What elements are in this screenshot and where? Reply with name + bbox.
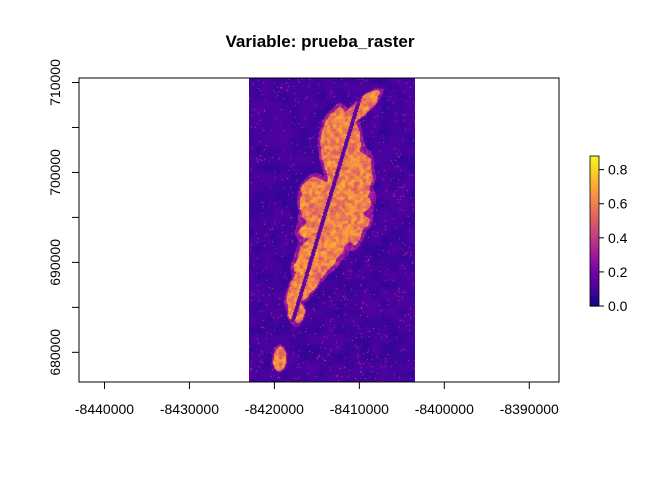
legend-color-step — [590, 161, 599, 165]
legend-color-step — [590, 181, 599, 185]
chart-title: Variable: prueba_raster — [226, 32, 415, 51]
legend-tick-label: 0.8 — [608, 162, 628, 178]
color-legend: 0.0 0.2 0.4 0.6 0.8 — [589, 155, 628, 314]
legend-color-step — [590, 226, 599, 230]
legend-color-step — [590, 271, 599, 275]
legend-color-step — [590, 228, 599, 232]
x-tick-label: -8430000 — [160, 401, 219, 417]
legend-tick-label: 0.2 — [608, 264, 628, 280]
legend-color-step — [590, 183, 599, 187]
legend-color-step — [590, 288, 599, 292]
legend-color-step — [590, 243, 599, 247]
y-tick-label: 700000 — [47, 149, 63, 196]
legend-color-step — [590, 296, 599, 300]
legend-color-step — [590, 251, 599, 255]
legend-color-step — [590, 273, 599, 277]
legend-color-step — [590, 158, 599, 162]
raster-cells — [249, 78, 415, 382]
legend-color-step — [590, 231, 599, 235]
legend-color-step — [590, 218, 599, 222]
legend-color-step — [590, 248, 599, 252]
legend-color-step — [590, 301, 599, 305]
legend-color-step — [590, 263, 599, 267]
legend-color-step — [590, 166, 599, 170]
x-tick-label: -8440000 — [75, 401, 134, 417]
legend-color-step — [590, 256, 599, 260]
x-tick-label: -8400000 — [415, 401, 474, 417]
legend-color-step — [590, 221, 599, 225]
legend-color-step — [590, 156, 599, 160]
legend-color-step — [590, 266, 599, 270]
legend-color-step — [590, 303, 599, 307]
legend-color-step — [590, 278, 599, 282]
legend-color-step — [590, 196, 599, 200]
legend-color-step — [590, 223, 599, 227]
legend-color-step — [590, 198, 599, 202]
y-tick-label: 710000 — [47, 59, 63, 106]
legend-color-step — [590, 163, 599, 167]
y-tick-label: 680000 — [47, 329, 63, 376]
legend-color-step — [590, 286, 599, 290]
legend-color-step — [590, 186, 599, 190]
x-axis: -8440000 -8430000 -8420000 -8410000 -8400000… — [75, 381, 559, 417]
legend-color-step — [590, 171, 599, 175]
x-tick-label: -8390000 — [500, 401, 559, 417]
legend-color-step — [590, 276, 599, 280]
legend-color-step — [590, 168, 599, 172]
legend-color-step — [590, 208, 599, 212]
legend-color-step — [590, 258, 599, 262]
legend-color-step — [590, 173, 599, 177]
legend-color-step — [590, 176, 599, 180]
legend-color-step — [590, 281, 599, 285]
legend-color-step — [590, 203, 599, 207]
legend-color-step — [590, 216, 599, 220]
legend-color-step — [590, 193, 599, 197]
legend-tick-label: 0.0 — [608, 298, 628, 314]
legend-color-step — [590, 211, 599, 215]
legend-color-step — [590, 298, 599, 302]
legend-color-step — [590, 178, 599, 182]
legend-color-step — [590, 238, 599, 242]
legend-color-step — [590, 191, 599, 195]
legend-color-step — [590, 236, 599, 240]
legend-color-step — [590, 201, 599, 205]
legend-color-step — [590, 261, 599, 265]
x-tick-label: -8410000 — [330, 401, 389, 417]
legend-frame — [589, 155, 600, 307]
legend-tick-label: 0.4 — [608, 230, 628, 246]
legend-color-step — [590, 213, 599, 217]
y-axis: 680000 690000 700000 710000 — [47, 59, 79, 376]
legend-color-step — [590, 293, 599, 297]
legend-color-step — [590, 291, 599, 295]
legend-tick-label: 0.6 — [608, 196, 628, 212]
legend-color-step — [590, 206, 599, 210]
legend-color-step — [590, 246, 599, 250]
legend-color-step — [590, 188, 599, 192]
raster-image — [249, 78, 415, 382]
legend-color-step — [590, 233, 599, 237]
x-tick-label: -8420000 — [245, 401, 304, 417]
legend-color-step — [590, 283, 599, 287]
legend-color-step — [590, 241, 599, 245]
y-tick-label: 690000 — [47, 239, 63, 286]
legend-color-step — [590, 253, 599, 257]
legend-color-step — [590, 268, 599, 272]
